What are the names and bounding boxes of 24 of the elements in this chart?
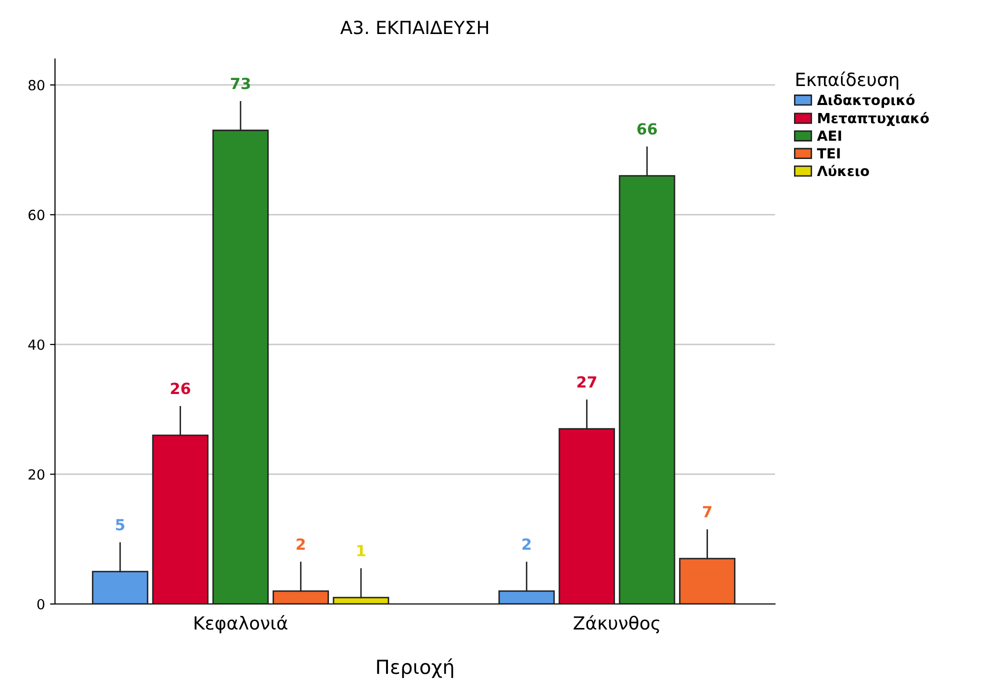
x-axis-title: Περιοχή bbox=[377, 658, 454, 678]
data-label: 5 bbox=[116, 519, 124, 530]
data-label: 1 bbox=[357, 545, 366, 556]
legend-label: Μεταπτυχιακό bbox=[818, 112, 929, 126]
data-label: 2 bbox=[296, 538, 305, 550]
data-label: 27 bbox=[577, 376, 596, 388]
y-tick-label: 0 bbox=[37, 598, 44, 610]
legend-label: Λύκειο bbox=[816, 164, 870, 176]
data-label: 2 bbox=[522, 538, 531, 550]
chart-title: Α3. ΕΚΠΑΙΔΕΥΣΗ bbox=[340, 20, 488, 34]
legend-label: Διδακτορικό bbox=[816, 94, 915, 108]
data-label: 66 bbox=[637, 123, 657, 135]
data-label: 7 bbox=[702, 506, 712, 518]
data-label: 73 bbox=[230, 78, 250, 90]
data-label: 26 bbox=[170, 382, 190, 394]
legend-label: ΤΕΙ bbox=[816, 148, 840, 158]
y-tick-label: 20 bbox=[28, 469, 44, 480]
x-tick-label: Ζάκυνθος bbox=[574, 615, 660, 634]
x-tick-label: Κεφαλονιά bbox=[194, 615, 288, 634]
y-tick-label: 40 bbox=[28, 339, 44, 350]
legend-label: ΑΕΙ bbox=[816, 130, 842, 141]
y-tick-label: 60 bbox=[28, 210, 44, 220]
legend-title: Εκπαίδευση bbox=[796, 72, 898, 90]
y-tick-label: 80 bbox=[28, 80, 44, 90]
